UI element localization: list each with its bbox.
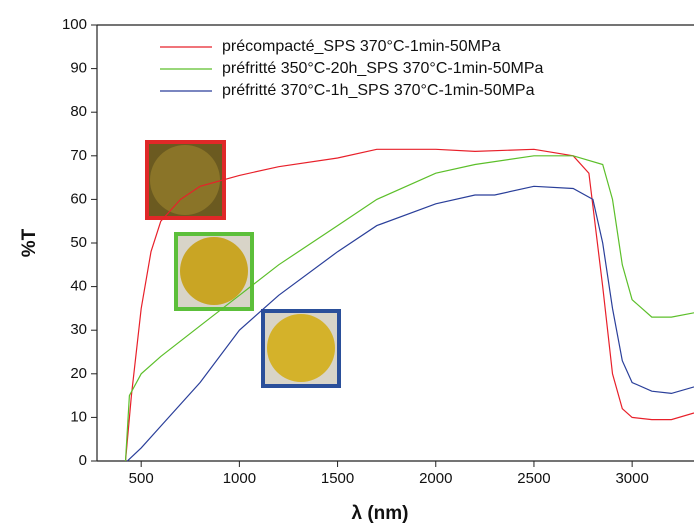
y-tick-label: 100 bbox=[62, 16, 87, 33]
y-tick-label: 40 bbox=[70, 278, 87, 295]
y-tick-label: 20 bbox=[70, 365, 87, 382]
y-tick-label: 80 bbox=[70, 103, 87, 120]
data-line bbox=[126, 185, 694, 462]
legend-label: préfritté 350°C-20h_SPS 370°C-1min-50MPa bbox=[222, 60, 544, 77]
y-tick-label: 30 bbox=[70, 321, 87, 338]
y-tick-label: 70 bbox=[70, 147, 87, 164]
inset-green bbox=[174, 232, 254, 311]
y-tick-label: 0 bbox=[79, 452, 87, 469]
data-line bbox=[124, 148, 694, 462]
y-axis-label: %T bbox=[19, 228, 40, 257]
x-tick-label: 3000 bbox=[615, 470, 648, 487]
x-tick-label: 2500 bbox=[517, 470, 550, 487]
x-tick-label: 2000 bbox=[419, 470, 452, 487]
x-tick-label: 1000 bbox=[223, 470, 256, 487]
x-tick-label: 1500 bbox=[321, 470, 354, 487]
inset-blue bbox=[261, 309, 341, 388]
y-tick-label: 50 bbox=[70, 234, 87, 251]
legend-label: préfritté 370°C-1h_SPS 370°C-1min-50MPa bbox=[222, 82, 535, 99]
inset-red bbox=[145, 140, 226, 220]
data-line bbox=[124, 155, 694, 462]
legend-label: précompacté_SPS 370°C-1min-50MPa bbox=[222, 38, 501, 55]
y-tick-label: 10 bbox=[70, 408, 87, 425]
x-tick-label: 500 bbox=[129, 470, 154, 487]
y-tick-label: 90 bbox=[70, 60, 87, 77]
x-axis-label: λ (nm) bbox=[352, 503, 409, 524]
y-tick-label: 60 bbox=[70, 190, 87, 207]
